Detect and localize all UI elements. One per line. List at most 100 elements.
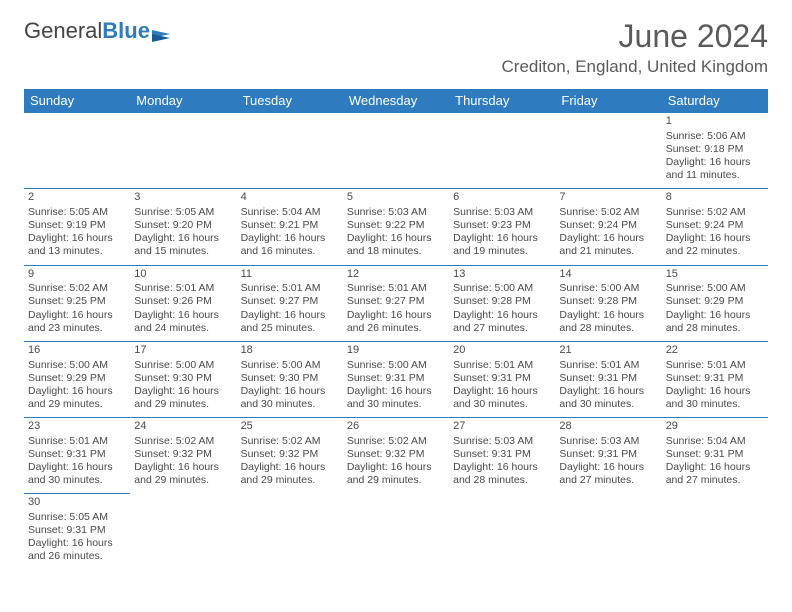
day-line: Sunset: 9:19 PM: [28, 219, 126, 232]
day-line: Sunset: 9:27 PM: [241, 295, 339, 308]
day-cell: 21Sunrise: 5:01 AMSunset: 9:31 PMDayligh…: [555, 341, 661, 417]
day-number: 17: [134, 344, 232, 358]
calendar-body: 1Sunrise: 5:06 AMSunset: 9:18 PMDaylight…: [24, 113, 768, 570]
col-wednesday: Wednesday: [343, 89, 449, 113]
day-number: 7: [559, 191, 657, 205]
day-number: 20: [453, 344, 551, 358]
day-line: Daylight: 16 hours: [134, 232, 232, 245]
col-sunday: Sunday: [24, 89, 130, 113]
day-line: Daylight: 16 hours: [28, 461, 126, 474]
day-line: and 29 minutes.: [241, 474, 339, 487]
day-line: and 22 minutes.: [666, 245, 764, 258]
day-cell: 20Sunrise: 5:01 AMSunset: 9:31 PMDayligh…: [449, 341, 555, 417]
day-cell: [237, 113, 343, 189]
day-cell: [449, 113, 555, 189]
day-line: Sunrise: 5:03 AM: [559, 435, 657, 448]
day-line: Sunrise: 5:02 AM: [134, 435, 232, 448]
day-line: and 13 minutes.: [28, 245, 126, 258]
day-line: Daylight: 16 hours: [28, 309, 126, 322]
col-tuesday: Tuesday: [237, 89, 343, 113]
day-line: Sunset: 9:27 PM: [347, 295, 445, 308]
day-cell: 19Sunrise: 5:00 AMSunset: 9:31 PMDayligh…: [343, 341, 449, 417]
day-line: and 25 minutes.: [241, 322, 339, 335]
day-line: Sunrise: 5:05 AM: [28, 511, 126, 524]
day-line: Sunrise: 5:04 AM: [241, 206, 339, 219]
day-line: Sunset: 9:23 PM: [453, 219, 551, 232]
day-line: and 30 minutes.: [241, 398, 339, 411]
day-cell: 22Sunrise: 5:01 AMSunset: 9:31 PMDayligh…: [662, 341, 768, 417]
day-line: Sunrise: 5:00 AM: [347, 359, 445, 372]
day-cell: 18Sunrise: 5:00 AMSunset: 9:30 PMDayligh…: [237, 341, 343, 417]
day-line: and 21 minutes.: [559, 245, 657, 258]
day-line: and 16 minutes.: [241, 245, 339, 258]
day-line: Sunset: 9:20 PM: [134, 219, 232, 232]
col-saturday: Saturday: [662, 89, 768, 113]
day-line: and 27 minutes.: [453, 322, 551, 335]
day-line: Sunset: 9:29 PM: [28, 372, 126, 385]
day-number: 12: [347, 268, 445, 282]
day-number: 16: [28, 344, 126, 358]
day-cell: 1Sunrise: 5:06 AMSunset: 9:18 PMDaylight…: [662, 113, 768, 189]
day-line: Daylight: 16 hours: [134, 461, 232, 474]
day-line: Daylight: 16 hours: [241, 385, 339, 398]
day-line: and 26 minutes.: [28, 550, 126, 563]
day-line: and 30 minutes.: [347, 398, 445, 411]
day-line: Sunset: 9:31 PM: [453, 448, 551, 461]
day-line: and 26 minutes.: [347, 322, 445, 335]
day-cell: [662, 494, 768, 570]
day-line: Daylight: 16 hours: [666, 156, 764, 169]
day-line: Sunset: 9:31 PM: [28, 448, 126, 461]
day-cell: [237, 494, 343, 570]
day-line: and 24 minutes.: [134, 322, 232, 335]
day-line: and 27 minutes.: [666, 474, 764, 487]
day-line: Sunset: 9:31 PM: [559, 448, 657, 461]
day-line: Sunrise: 5:00 AM: [134, 359, 232, 372]
day-line: Sunset: 9:26 PM: [134, 295, 232, 308]
day-line: Sunrise: 5:02 AM: [559, 206, 657, 219]
day-line: Sunset: 9:31 PM: [559, 372, 657, 385]
header-row: Sunday Monday Tuesday Wednesday Thursday…: [24, 89, 768, 113]
day-line: Daylight: 16 hours: [453, 385, 551, 398]
day-cell: [343, 113, 449, 189]
day-number: 6: [453, 191, 551, 205]
day-line: Daylight: 16 hours: [559, 385, 657, 398]
location: Crediton, England, United Kingdom: [502, 57, 769, 77]
day-line: Sunrise: 5:02 AM: [28, 282, 126, 295]
day-line: Sunrise: 5:02 AM: [666, 206, 764, 219]
day-line: Daylight: 16 hours: [28, 385, 126, 398]
day-cell: 2Sunrise: 5:05 AMSunset: 9:19 PMDaylight…: [24, 189, 130, 265]
day-line: and 30 minutes.: [453, 398, 551, 411]
day-cell: [24, 113, 130, 189]
day-line: Sunrise: 5:00 AM: [666, 282, 764, 295]
day-line: Sunset: 9:29 PM: [666, 295, 764, 308]
day-line: Sunset: 9:22 PM: [347, 219, 445, 232]
day-line: Daylight: 16 hours: [347, 232, 445, 245]
day-number: 11: [241, 268, 339, 282]
day-line: and 19 minutes.: [453, 245, 551, 258]
day-line: Daylight: 16 hours: [134, 385, 232, 398]
day-line: Daylight: 16 hours: [453, 232, 551, 245]
day-number: 21: [559, 344, 657, 358]
day-line: Sunrise: 5:00 AM: [28, 359, 126, 372]
day-line: Sunset: 9:31 PM: [347, 372, 445, 385]
day-line: Daylight: 16 hours: [347, 385, 445, 398]
week-row: 2Sunrise: 5:05 AMSunset: 9:19 PMDaylight…: [24, 189, 768, 265]
day-number: 2: [28, 191, 126, 205]
day-line: and 23 minutes.: [28, 322, 126, 335]
calendar-table: Sunday Monday Tuesday Wednesday Thursday…: [24, 89, 768, 570]
day-line: Sunset: 9:32 PM: [134, 448, 232, 461]
day-line: Daylight: 16 hours: [666, 232, 764, 245]
day-line: and 29 minutes.: [134, 474, 232, 487]
day-cell: [130, 113, 236, 189]
week-row: 23Sunrise: 5:01 AMSunset: 9:31 PMDayligh…: [24, 418, 768, 494]
day-number: 5: [347, 191, 445, 205]
day-line: Sunrise: 5:02 AM: [347, 435, 445, 448]
day-cell: 24Sunrise: 5:02 AMSunset: 9:32 PMDayligh…: [130, 418, 236, 494]
day-line: Sunset: 9:31 PM: [453, 372, 551, 385]
day-line: Sunset: 9:24 PM: [559, 219, 657, 232]
day-line: Sunset: 9:31 PM: [666, 372, 764, 385]
day-number: 23: [28, 420, 126, 434]
day-cell: 30Sunrise: 5:05 AMSunset: 9:31 PMDayligh…: [24, 494, 130, 570]
day-line: Daylight: 16 hours: [559, 309, 657, 322]
day-line: Sunrise: 5:01 AM: [559, 359, 657, 372]
